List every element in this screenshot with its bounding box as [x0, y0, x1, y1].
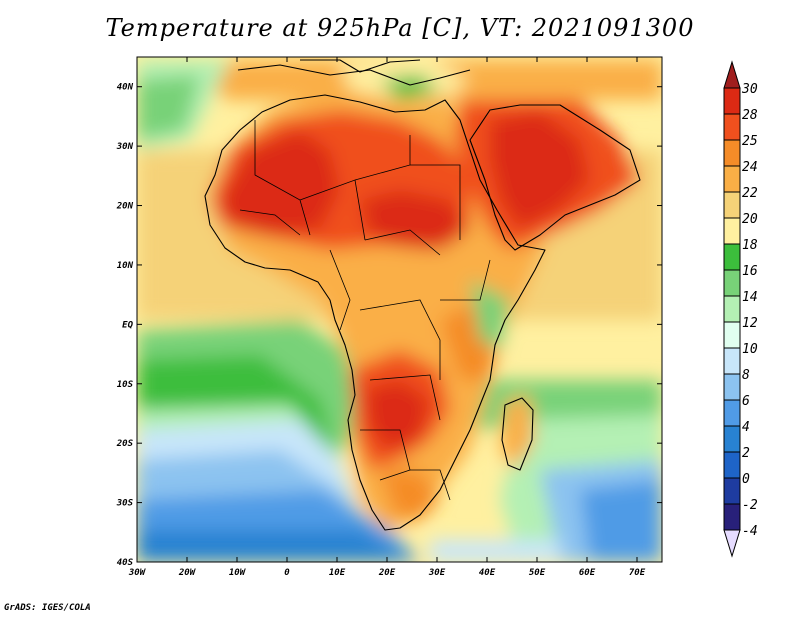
- colorbar-segment: [723, 87, 741, 115]
- colorbar-label: 20: [742, 212, 758, 227]
- colorbar-segment: [723, 269, 741, 297]
- colorbar-min-arrow: [723, 529, 741, 558]
- country-borders: [239, 120, 491, 501]
- colorbar-label: 6: [742, 394, 750, 409]
- y-tick-label: 30N: [116, 142, 134, 152]
- colorbar-segment: [723, 113, 741, 141]
- y-tick-label: 40N: [117, 83, 134, 93]
- x-tick-label: 40E: [479, 568, 496, 578]
- colorbar-segment: [723, 139, 741, 167]
- x-tick-label: 60E: [579, 568, 596, 578]
- colorbar-label: 25: [742, 134, 758, 149]
- colorbar-label: 4: [742, 420, 750, 435]
- x-tick-label: 30E: [428, 568, 446, 578]
- colorbar-label: 18: [742, 238, 758, 253]
- colorbar-segment: [723, 399, 741, 427]
- colorbar-label: 8: [742, 368, 750, 383]
- temperature-map: [137, 57, 662, 562]
- colorbar-segment: [723, 321, 741, 349]
- colorbar-label: 16: [742, 264, 758, 279]
- colorbar-label: 30: [741, 82, 758, 97]
- x-tick-label: 20W: [178, 568, 197, 578]
- y-tick-label: 20S: [116, 439, 134, 449]
- colorbar-segment: [723, 191, 741, 219]
- x-tick-label: 10E: [329, 568, 346, 578]
- colorbar-label: -2: [742, 498, 758, 513]
- y-tick-label: 40S: [117, 558, 134, 568]
- colorbar-segment: [723, 217, 741, 245]
- colorbar-label: 10: [742, 342, 758, 357]
- x-tick-label: 0: [284, 568, 290, 578]
- colorbar-label: 24: [742, 160, 758, 175]
- colorbar-segment: [723, 373, 741, 401]
- colorbar-segment: [723, 451, 741, 479]
- colorbar-segment: [723, 165, 741, 193]
- x-axis: 30W 20W 10W 0 10E 20E 30E 40E 50E 60E 70E: [128, 57, 646, 578]
- x-tick-label: 30W: [128, 568, 147, 578]
- colorbar-label: 0: [742, 472, 750, 487]
- colorbar-segment: [723, 425, 741, 453]
- grads-credit: GrADS: IGES/COLA: [4, 603, 91, 613]
- colorbar-label: 2: [742, 446, 750, 461]
- coastlines: [204, 59, 641, 531]
- colorbar-label: 28: [742, 108, 758, 123]
- colorbar-max-arrow: [723, 60, 741, 89]
- colorbar-label: 12: [742, 316, 758, 331]
- colorbar-segment: [723, 243, 741, 271]
- x-tick-label: 10W: [229, 568, 247, 578]
- y-tick-label: 10N: [117, 261, 134, 271]
- y-tick-label: 10S: [117, 380, 134, 390]
- colorbar-segment: [723, 295, 741, 323]
- colorbar-segment: [723, 347, 741, 375]
- y-tick-label: 20N: [116, 202, 134, 212]
- y-tick-label: 30S: [116, 499, 134, 509]
- x-tick-label: 70E: [629, 568, 646, 578]
- colorbar-label: -4: [742, 524, 758, 539]
- chart-title: Temperature at 925hPa [C], VT: 202109130…: [105, 14, 695, 42]
- colorbar-segment: [723, 503, 741, 531]
- colorbar-label: 22: [742, 186, 758, 201]
- x-tick-label: 50E: [529, 568, 546, 578]
- colorbar-label: 14: [742, 290, 758, 305]
- map-frame: [136, 56, 663, 563]
- x-tick-label: 20E: [378, 568, 396, 578]
- temperature-field: [137, 57, 662, 562]
- colorbar-segment: [723, 477, 741, 505]
- y-tick-label: EQ: [122, 320, 133, 330]
- y-axis: 40N 30N 20N 10N EQ 10S 20S 30S 40S: [116, 83, 662, 568]
